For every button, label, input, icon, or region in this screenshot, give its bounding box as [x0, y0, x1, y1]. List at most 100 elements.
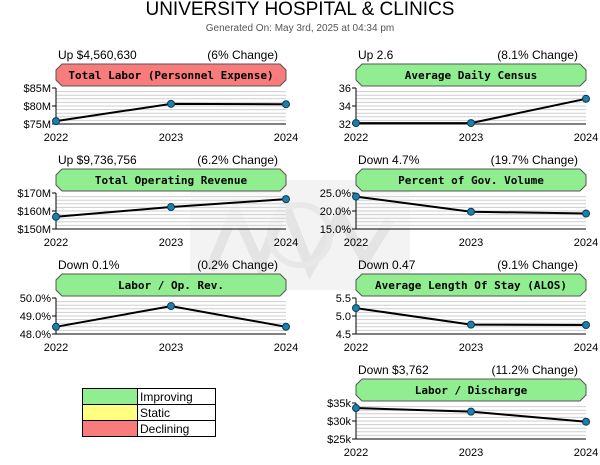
legend-swatch-improving [82, 388, 138, 405]
y-tick-label: 34 [339, 101, 351, 113]
data-point [52, 322, 60, 331]
panel-labor-op-rev: Down 0.1% (0.2% Change) Labor / Op. Rev.… [20, 258, 298, 358]
legend-row-improving: Improving [82, 388, 216, 405]
legend-label-static: Static [137, 404, 216, 421]
y-tick-label: $30k [327, 416, 351, 428]
data-point [52, 212, 60, 221]
metric-title-box [355, 168, 587, 192]
chart-labor-op-rev: Labor / Op. Rev. 48.0% 49.0% 50.0% 2022 2023 2… [20, 273, 298, 354]
metric-title: Total Labor (Personnel Expense) [68, 69, 273, 82]
page-title: UNIVERSITY HOSPITAL & CLINICS [145, 0, 455, 20]
legend-swatch-declining [82, 420, 138, 437]
y-tick-label: $160M [17, 206, 51, 218]
change-amount: Up $4,560,630 [58, 48, 137, 62]
change-amount: Up 2.6 [358, 48, 394, 62]
y-tick-label: $150M [17, 224, 51, 236]
legend-row-declining: Declining [82, 420, 216, 437]
chart-average-length-of-stay: Average Length Of Stay (ALOS) 4.5 5.0 5.5 20… [336, 273, 598, 354]
chart-labor-per-discharge: Labor / Discharge $25k $30k $35k 2022 2023 202… [327, 378, 598, 459]
data-point [582, 209, 590, 218]
metric-title-box [355, 378, 587, 402]
y-tick-label: 48.0% [20, 329, 51, 341]
data-point [467, 207, 475, 216]
y-tick-label: 20.0% [320, 206, 351, 218]
legend-label-improving: Improving [137, 388, 216, 405]
x-tick-label: 2023 [159, 237, 183, 249]
metric-title: Percent of Gov. Volume [398, 174, 544, 187]
panel-percent-gov-volume: Down 4.7% (19.7% Change) Percent of Gov.… [320, 153, 598, 253]
chart-total-labor: Total Labor (Personnel Expense) $75M $80M $… [23, 63, 298, 144]
x-tick-label: 2024 [574, 237, 598, 249]
y-tick-label: 49.0% [20, 311, 51, 323]
change-percent: (6% Change) [207, 48, 278, 62]
metric-title-box [355, 273, 587, 297]
metric-title: Labor / Discharge [415, 384, 528, 397]
x-tick-label: 2022 [344, 447, 368, 459]
metric-title: Labor / Op. Rev. [118, 279, 224, 292]
x-tick-label: 2023 [159, 132, 183, 144]
y-tick-label: $80M [23, 101, 51, 113]
x-tick-label: 2022 [44, 237, 68, 249]
data-point [582, 94, 590, 103]
y-tick-label: $35k [327, 398, 351, 410]
panel-average-length-of-stay: Down 0.47 (9.1% Change) Average Length O… [336, 258, 599, 358]
x-tick-label: 2024 [274, 132, 298, 144]
change-percent: (0.2% Change) [197, 258, 278, 272]
x-tick-label: 2022 [344, 132, 368, 144]
y-tick-label: 5.0 [336, 311, 351, 323]
data-point [167, 203, 175, 212]
x-tick-label: 2024 [274, 342, 298, 354]
change-percent: (8.1% Change) [497, 48, 578, 62]
data-point [167, 302, 175, 311]
x-tick-label: 2022 [44, 132, 68, 144]
y-tick-label: 25.0% [320, 188, 351, 200]
panel-total-operating-revenue: Up $9,736,756 (6.2% Change) Total Operat… [17, 153, 298, 253]
change-percent: (19.7% Change) [490, 153, 578, 167]
data-point [282, 100, 290, 109]
generated-timestamp: Generated On: May 3rd, 2025 at 04:34 pm [205, 23, 395, 34]
change-amount: Down $3,762 [358, 363, 429, 377]
y-tick-label: 50.0% [20, 293, 51, 305]
data-point [352, 119, 360, 128]
panel-total-labor: Up $4,560,630 (6% Change) Total Labor (P… [23, 48, 298, 148]
x-tick-label: 2022 [344, 342, 368, 354]
x-tick-label: 2024 [274, 237, 298, 249]
data-point [467, 320, 475, 329]
y-tick-label: 32 [339, 119, 351, 131]
metric-title-box [55, 168, 287, 192]
legend-row-static: Static [82, 404, 216, 421]
data-point [467, 119, 475, 128]
legend-swatch-static [82, 404, 138, 421]
data-point [282, 195, 290, 204]
metric-title: Total Operating Revenue [95, 174, 248, 187]
chart-average-daily-census: Average Daily Census 32 34 36 2022 2023 2024 [339, 63, 598, 144]
y-tick-label: $85M [23, 83, 51, 95]
x-tick-label: 2024 [574, 342, 598, 354]
panel-labor-per-discharge: Down $3,762 (11.2% Change) Labor / Disch… [327, 363, 598, 463]
y-tick-label: $75M [23, 119, 51, 131]
metric-title-box [55, 63, 287, 87]
change-percent: (9.1% Change) [497, 258, 578, 272]
data-point [352, 404, 360, 413]
change-percent: (11.2% Change) [491, 363, 579, 377]
metric-title-box [355, 63, 587, 87]
data-point [167, 99, 175, 108]
x-tick-label: 2022 [44, 342, 68, 354]
data-point [352, 304, 360, 313]
x-tick-label: 2023 [459, 447, 483, 459]
data-point [352, 192, 360, 201]
legend-label-declining: Declining [137, 420, 216, 437]
x-tick-label: 2023 [159, 342, 183, 354]
change-amount: Down 0.1% [58, 258, 120, 272]
x-tick-label: 2023 [459, 132, 483, 144]
panel-average-daily-census: Up 2.6 (8.1% Change) Average Daily Censu… [339, 48, 598, 148]
x-tick-label: 2024 [574, 132, 598, 144]
data-point [52, 117, 60, 126]
y-tick-label: 4.5 [336, 329, 351, 341]
chart-total-operating-revenue: Total Operating Revenue $150M $160M $170M 20… [17, 168, 298, 249]
chart-percent-gov-volume: Percent of Gov. Volume 15.0% 20.0% 25.0% 202… [320, 168, 598, 249]
x-tick-label: 2022 [344, 237, 368, 249]
x-tick-label: 2023 [459, 342, 483, 354]
y-tick-label: $25k [327, 434, 351, 446]
y-tick-label: 15.0% [320, 224, 351, 236]
